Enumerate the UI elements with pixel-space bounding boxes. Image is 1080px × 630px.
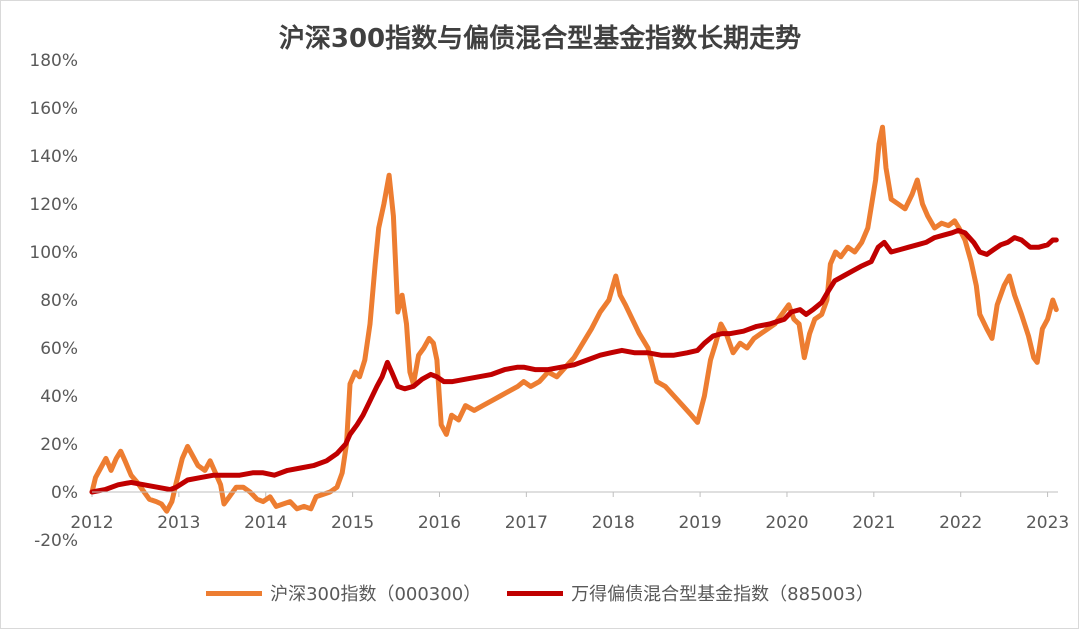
x-tick-label: 2017 [505,513,548,533]
y-tick-label: -20% [34,531,78,551]
y-tick-label: 80% [40,291,78,311]
y-tick-label: 0% [51,483,78,503]
legend-item-csi300: 沪深300指数（000300） [206,580,481,606]
y-tick-label: 60% [40,339,78,359]
x-tick-label: 2023 [1026,513,1069,533]
y-tick-label: 40% [40,387,78,407]
x-tick-label: 2021 [852,513,895,533]
y-tick-label: 100% [29,243,78,263]
chart-title: 沪深300指数与偏债混合型基金指数长期走势 [278,24,802,54]
series-lines [89,124,1059,514]
series-line-bond-mixed [89,227,1059,495]
y-tick-label: 180% [29,51,78,71]
x-axis-ticks: 2012 2013 2014 2015 2016 2017 2018 2019 2020 2021… [70,492,1069,533]
y-tick-label: 140% [29,147,78,167]
legend: 沪深300指数（000300） 万得偏债混合型基金指数（885003） [0,580,1080,606]
series-line-csi300 [89,124,1059,514]
x-tick-label: 2020 [765,513,808,533]
legend-swatch-bond-mixed [507,590,564,596]
legend-swatch-csi300 [206,590,263,596]
y-tick-label: 20% [40,435,78,455]
x-tick-label: 2015 [331,513,374,533]
legend-label-bond-mixed: 万得偏债混合型基金指数（885003） [571,584,874,605]
x-tick-label: 2014 [244,513,287,533]
x-tick-label: 2012 [70,513,113,533]
y-axis-ticks: -20% 0% 20% 40% 60% 80% 100% 120% 140% 160% 180% [29,51,78,551]
x-tick-label: 2016 [418,513,461,533]
x-tick-label: 2022 [939,513,982,533]
legend-label-csi300: 沪深300指数（000300） [270,584,482,605]
y-tick-label: 160% [29,99,78,119]
x-tick-label: 2018 [592,513,635,533]
legend-item-bond-mixed: 万得偏债混合型基金指数（885003） [507,580,874,606]
y-tick-label: 120% [29,195,78,215]
x-tick-label: 2013 [157,513,200,533]
x-tick-label: 2019 [678,513,721,533]
